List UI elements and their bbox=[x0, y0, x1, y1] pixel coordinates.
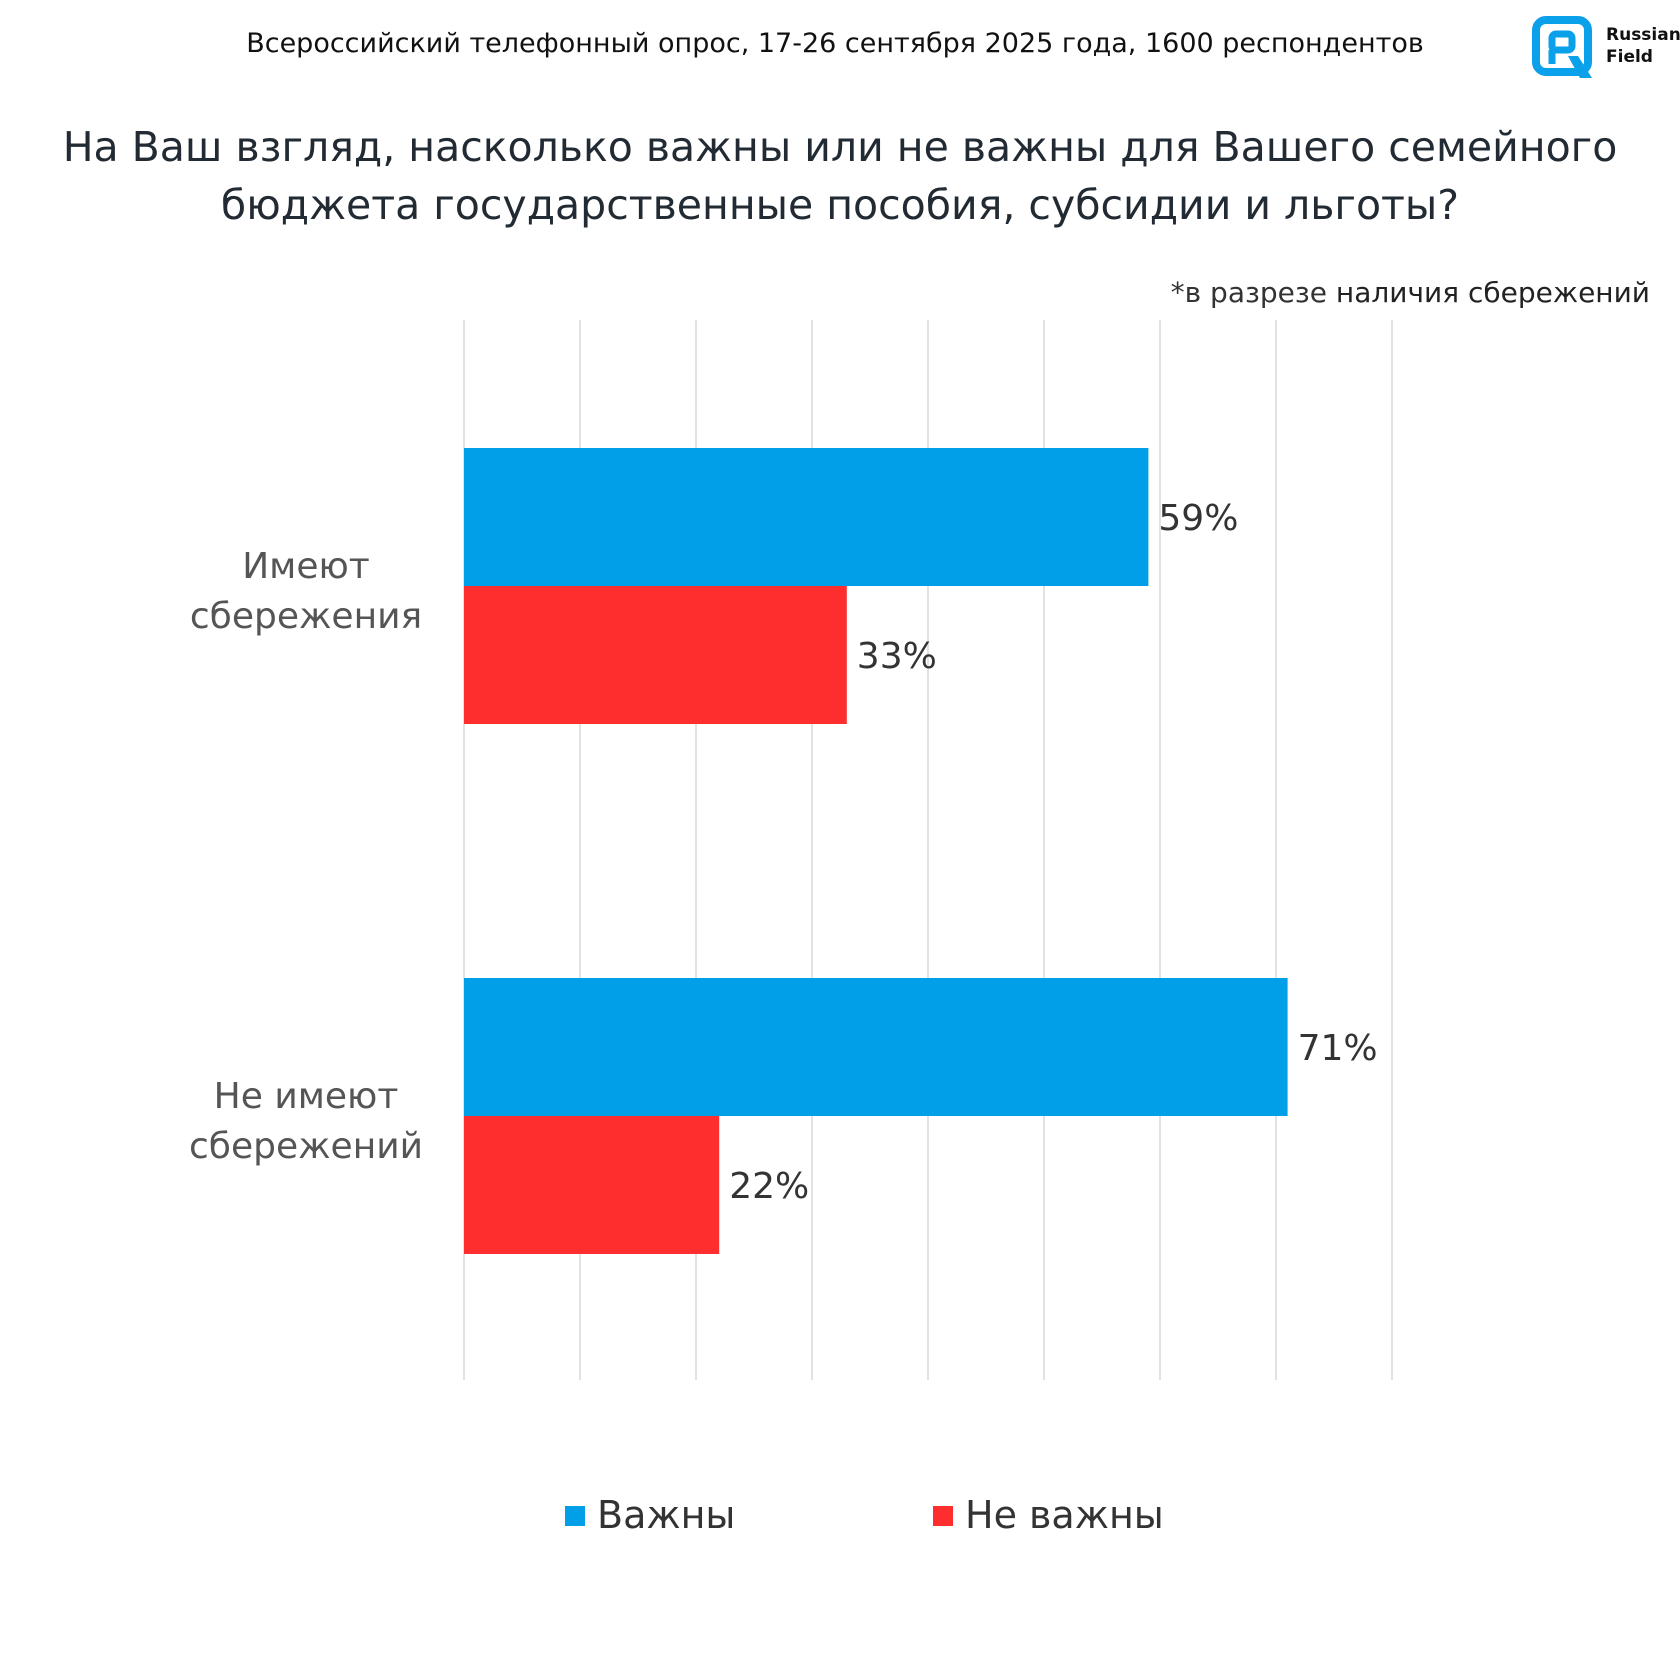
bar-not-important bbox=[464, 1116, 720, 1254]
bar-important bbox=[464, 978, 1288, 1116]
legend: Важны Не важны bbox=[0, 1490, 1680, 1540]
logo-line2: Field bbox=[1606, 47, 1653, 67]
legend-label-important: Важны bbox=[597, 1493, 736, 1537]
logo-mark-icon bbox=[1532, 16, 1592, 78]
category-label: Не имеют сбережений bbox=[189, 1076, 423, 1167]
category-label: Имеют сбережения bbox=[190, 546, 422, 637]
survey-info: Всероссийский телефонный опрос, 17-26 се… bbox=[246, 28, 1424, 59]
data-label: 33% bbox=[857, 636, 937, 677]
bar-important bbox=[464, 448, 1149, 586]
legend-swatch-important bbox=[565, 1506, 585, 1526]
data-label: 71% bbox=[1298, 1028, 1378, 1069]
legend-label-not-important: Не важны bbox=[965, 1493, 1164, 1537]
logo-line1: Russian bbox=[1606, 25, 1680, 45]
data-label: 22% bbox=[729, 1166, 809, 1207]
subtitle-main: наличия сбережений bbox=[1335, 276, 1650, 309]
russian-field-logo: Russian Field bbox=[1532, 16, 1680, 86]
chart-title: На Ваш взгляд, насколько важны или не ва… bbox=[62, 123, 1618, 229]
legend-swatch-not-important bbox=[933, 1506, 953, 1526]
bar-not-important bbox=[464, 586, 847, 724]
data-label: 59% bbox=[1158, 498, 1238, 539]
subtitle-prefix: *в разрезе bbox=[1170, 276, 1327, 309]
bar-chart: Имеют сбережения 59% 33% Не имеют сбережений 7… bbox=[189, 320, 1393, 1380]
chart-subtitle: *в разрезе наличия сбережений bbox=[1171, 276, 1650, 309]
